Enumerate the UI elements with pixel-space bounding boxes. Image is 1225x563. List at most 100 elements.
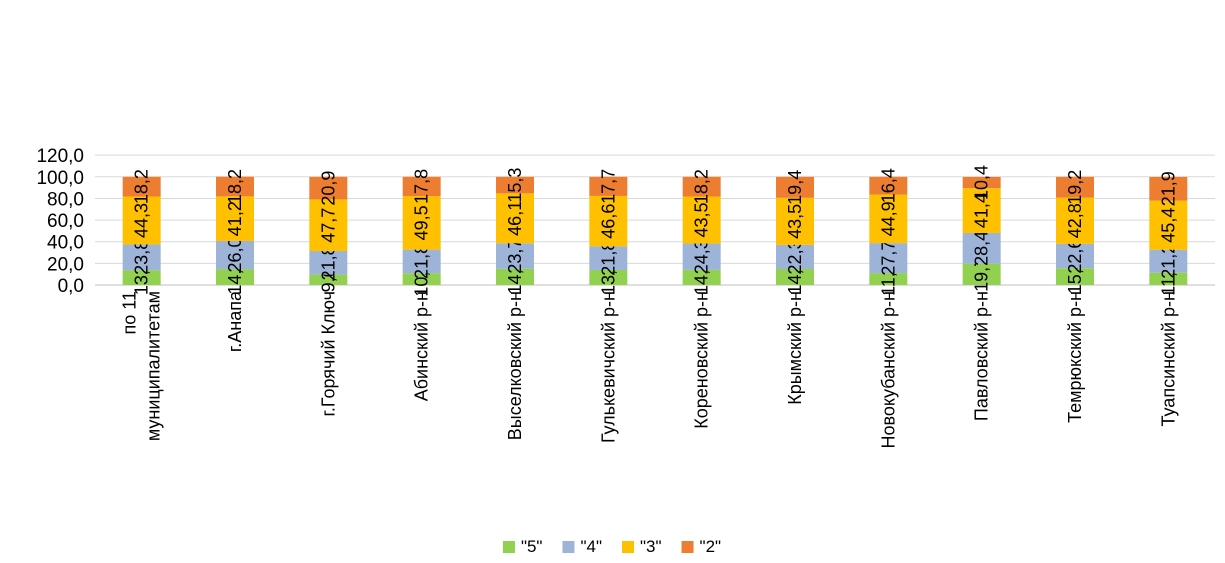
bar-segment xyxy=(682,176,721,197)
data-label: 22,3 xyxy=(785,239,805,274)
data-label: 44,3 xyxy=(132,203,152,238)
bar-segment xyxy=(402,176,441,197)
bar-segment xyxy=(1149,176,1188,201)
legend: "5" "4" "3" "2" xyxy=(502,537,722,556)
legend-item: "2" xyxy=(681,537,722,556)
data-label: 19,7 xyxy=(972,257,992,292)
bar-segment xyxy=(402,249,441,274)
bar-stack: 15,422,642,819,2 xyxy=(1056,170,1094,294)
legend-item: "5" xyxy=(502,537,543,556)
legend-label: "5" xyxy=(521,537,543,556)
bar-segment xyxy=(776,197,814,245)
x-category-label: Новокубанский р-н xyxy=(878,291,898,448)
data-label: 22,6 xyxy=(1065,239,1085,274)
data-label: 17,8 xyxy=(412,169,432,204)
x-category-label: Туапсинский р-н xyxy=(1158,291,1178,426)
data-label: 18,2 xyxy=(132,169,152,204)
bar-segment xyxy=(1149,272,1188,285)
y-tick-label: 120,0 xyxy=(36,146,84,167)
bar-segment xyxy=(122,270,161,285)
bar-stack: 14,726,041,218,2 xyxy=(216,169,254,295)
data-label: 21,8 xyxy=(598,241,618,276)
bar-segment xyxy=(1056,176,1094,198)
bar-stack: 14,923,746,115,3 xyxy=(496,168,534,294)
x-category-label: муниципалитетам xyxy=(144,291,164,441)
data-label: 44,9 xyxy=(878,201,898,236)
data-label: 23,7 xyxy=(505,239,525,274)
data-label: 19,4 xyxy=(785,170,805,205)
legend-swatch xyxy=(502,541,515,553)
bar-segment xyxy=(869,176,908,195)
bar-stack: 10,921,849,517,8 xyxy=(402,169,441,297)
data-label: 20,9 xyxy=(318,171,338,206)
data-label: 42,8 xyxy=(1065,203,1085,238)
legend-swatch xyxy=(681,541,694,553)
data-label: 17,7 xyxy=(598,169,618,204)
bar-stack: 19,728,4 41,410,4 xyxy=(962,165,1001,292)
data-label: 15,3 xyxy=(505,168,525,203)
x-category-label: г.Анапа xyxy=(225,290,245,352)
x-category-label: Выселковский р-н xyxy=(505,291,525,440)
bar-segment xyxy=(496,268,534,285)
bar-segment xyxy=(869,243,908,274)
bar-stack: 11,421,245,421,9 xyxy=(1149,171,1188,296)
bar-segment xyxy=(962,188,1001,233)
bar-segment xyxy=(589,195,628,247)
bar-segment xyxy=(122,176,161,197)
bar-segment xyxy=(1056,243,1094,269)
bar-segment xyxy=(962,263,1001,285)
bar-segment xyxy=(216,176,254,197)
legend-label: "3" xyxy=(640,537,662,556)
legend-item: "3" xyxy=(622,537,662,556)
bar-segment xyxy=(402,196,441,250)
y-tick-label: 60,0 xyxy=(47,211,84,232)
bar-segment xyxy=(496,176,534,194)
bar-stack: 9,621,847,720,9 xyxy=(309,171,348,292)
bar-segment xyxy=(216,240,254,270)
x-category-label: г.Горячий Ключ xyxy=(318,291,338,416)
bar-segment xyxy=(1056,268,1094,285)
bar-segment xyxy=(869,273,908,285)
bar-stack: 13,921,846,617,7 xyxy=(589,169,628,295)
bar-segment xyxy=(309,251,348,275)
data-label: 18,2 xyxy=(692,169,712,204)
data-label: 28,4 xyxy=(972,231,992,266)
bar-segment xyxy=(122,244,161,271)
bar-segment xyxy=(1149,200,1188,250)
data-label: 27,7 xyxy=(878,241,898,276)
bar-segment xyxy=(589,246,628,270)
x-category-label: Павловский р-н xyxy=(972,291,992,421)
legend-swatch xyxy=(622,541,634,553)
bar-segment xyxy=(962,232,1001,264)
bar-segment xyxy=(402,273,441,285)
data-label: 45,4 xyxy=(1158,208,1178,243)
data-label: 18,2 xyxy=(225,169,245,204)
bar-segment xyxy=(776,268,814,285)
data-label: 46,6 xyxy=(598,204,618,239)
bar-stack: 13,723,844,318,2 xyxy=(122,169,161,295)
bar-segment xyxy=(309,274,348,285)
x-category-label: Кореновский р-н xyxy=(692,291,712,429)
data-label: 23,8 xyxy=(132,240,152,275)
data-label: 41,4 xyxy=(972,193,992,228)
bar-segment xyxy=(309,199,348,252)
data-label: 21,2 xyxy=(1158,244,1178,279)
y-tick-label: 100,0 xyxy=(36,168,84,189)
y-tick-label: 80,0 xyxy=(47,189,84,210)
x-category-label: Крымский р-н xyxy=(785,291,805,405)
legend-label: "4" xyxy=(580,537,602,556)
bar-stack: 11,027,744,916,4 xyxy=(869,168,908,296)
x-category-label: Темрюкский р-н xyxy=(1065,291,1085,423)
bar-segment xyxy=(496,243,534,269)
y-tick-label: 40,0 xyxy=(47,233,84,254)
gridlines xyxy=(95,154,1215,286)
data-label: 24,3 xyxy=(692,239,712,274)
bar-segment xyxy=(682,269,721,285)
bar-segment xyxy=(1149,249,1188,273)
legend-label: "2" xyxy=(700,537,722,556)
data-label: 41,2 xyxy=(225,201,245,236)
legend-swatch xyxy=(562,541,575,553)
data-label: 21,8 xyxy=(318,245,338,280)
